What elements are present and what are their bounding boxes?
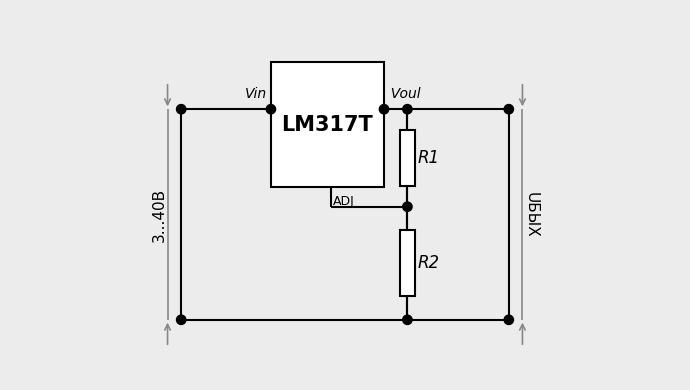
Circle shape bbox=[504, 315, 513, 324]
Circle shape bbox=[380, 105, 388, 114]
Circle shape bbox=[504, 105, 513, 114]
Text: UБЫХ: UБЫХ bbox=[524, 191, 538, 238]
Text: LM317T: LM317T bbox=[282, 115, 373, 135]
Text: Vin: Vin bbox=[245, 87, 267, 101]
Circle shape bbox=[403, 105, 412, 114]
Bar bbox=[400, 129, 415, 186]
Text: 3...40В: 3...40В bbox=[152, 188, 166, 241]
Text: ADJ: ADJ bbox=[333, 195, 355, 208]
Circle shape bbox=[403, 202, 412, 211]
Bar bbox=[271, 62, 384, 187]
Circle shape bbox=[177, 105, 186, 114]
Circle shape bbox=[177, 315, 186, 324]
Circle shape bbox=[403, 315, 412, 324]
Text: R2: R2 bbox=[417, 254, 440, 272]
Text: R1: R1 bbox=[417, 149, 440, 167]
Circle shape bbox=[266, 105, 275, 114]
Bar bbox=[400, 230, 415, 296]
Text: Voul: Voul bbox=[388, 87, 420, 101]
